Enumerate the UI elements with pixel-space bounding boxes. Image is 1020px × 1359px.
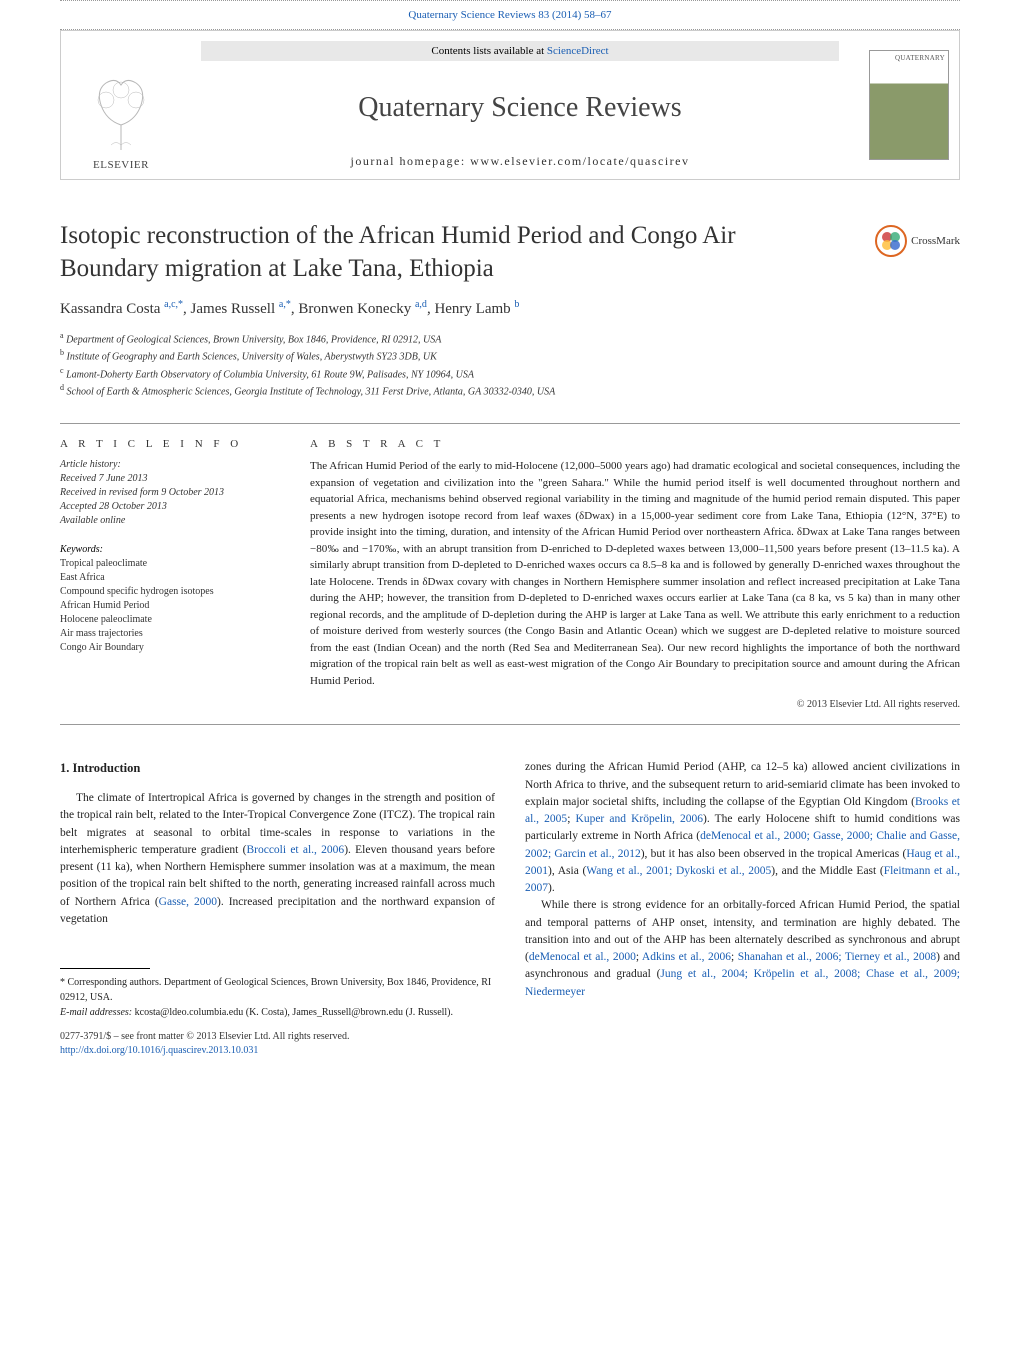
sciencedirect-link[interactable]: ScienceDirect xyxy=(547,45,609,57)
affiliation-line: c Lamont-Doherty Earth Observatory of Co… xyxy=(60,365,960,382)
intro-para-2: zones during the African Humid Period (A… xyxy=(525,759,960,897)
info-abstract-row: A R T I C L E I N F O Article history: R… xyxy=(0,438,1020,710)
authors: Kassandra Costa a,c,*, James Russell a,*… xyxy=(60,299,960,318)
elsevier-tree-icon xyxy=(86,75,156,155)
email-1-name: (K. Costa), xyxy=(243,1007,292,1018)
journal-header-center: Contents lists available at ScienceDirec… xyxy=(181,31,859,179)
article-title: Isotopic reconstruction of the African H… xyxy=(60,220,820,285)
divider-bottom xyxy=(60,724,960,725)
abstract-text: The African Humid Period of the early to… xyxy=(310,458,960,689)
intro-para-3: While there is strong evidence for an or… xyxy=(525,897,960,1001)
keyword: Air mass trajectories xyxy=(60,627,280,641)
citation-link[interactable]: Shanahan et al., 2006; Tierney et al., 2… xyxy=(738,951,936,963)
citation-link[interactable]: Quaternary Science Reviews 83 (2014) 58–… xyxy=(0,1,1020,29)
article-info: A R T I C L E I N F O Article history: R… xyxy=(60,438,280,710)
citation-link[interactable]: Wang et al., 2001; Dykoski et al., 2005 xyxy=(586,865,771,877)
email-1[interactable]: kcosta@ldeo.columbia.edu xyxy=(135,1007,244,1018)
intro-para-1: The climate of Intertropical Africa is g… xyxy=(60,790,495,928)
article-history: Article history: Received 7 June 2013 Re… xyxy=(60,458,280,528)
divider-top xyxy=(60,423,960,424)
left-column: 1. Introduction The climate of Intertrop… xyxy=(60,759,495,1020)
journal-header: ELSEVIER Contents lists available at Sci… xyxy=(60,30,960,180)
keyword: Holocene paleoclimate xyxy=(60,613,280,627)
abstract-copyright: © 2013 Elsevier Ltd. All rights reserved… xyxy=(310,699,960,710)
available-date: Available online xyxy=(60,514,280,528)
citation-link[interactable]: Gasse, 2000 xyxy=(159,896,217,908)
right-column: zones during the African Humid Period (A… xyxy=(525,759,960,1020)
footnotes: * Corresponding authors. Department of G… xyxy=(60,975,495,1020)
homepage-prefix: journal homepage: xyxy=(351,154,471,168)
revised-date: Received in revised form 9 October 2013 xyxy=(60,486,280,500)
abstract-heading: A B S T R A C T xyxy=(310,438,960,450)
email-label: E-mail addresses: xyxy=(60,1007,135,1018)
article-header: CrossMark Isotopic reconstruction of the… xyxy=(0,200,1020,409)
issn-line: 0277-3791/$ – see front matter © 2013 El… xyxy=(60,1030,960,1044)
affiliation-line: b Institute of Geography and Earth Scien… xyxy=(60,347,960,364)
received-date: Received 7 June 2013 xyxy=(60,472,280,486)
keyword: East Africa xyxy=(60,571,280,585)
keyword: Compound specific hydrogen isotopes xyxy=(60,585,280,599)
citation-link[interactable]: deMenocal et al., 2000 xyxy=(529,951,636,963)
keywords-list: Tropical paleoclimateEast AfricaCompound… xyxy=(60,557,280,655)
homepage-url[interactable]: www.elsevier.com/locate/quascirev xyxy=(470,154,689,168)
citation-link[interactable]: Kuper and Kröpelin, 2006 xyxy=(576,813,703,825)
email-2-name: (J. Russell). xyxy=(403,1007,453,1018)
keywords-label: Keywords: xyxy=(60,544,280,555)
introduction-heading: 1. Introduction xyxy=(60,759,495,778)
abstract-column: A B S T R A C T The African Humid Period… xyxy=(310,438,960,710)
copyright-footer: 0277-3791/$ – see front matter © 2013 El… xyxy=(0,1030,1020,1078)
journal-cover-thumb[interactable]: QUATERNARY xyxy=(859,31,959,179)
contents-line: Contents lists available at ScienceDirec… xyxy=(201,41,839,61)
email-2[interactable]: James_Russell@brown.edu xyxy=(292,1007,403,1018)
journal-title: Quaternary Science Reviews xyxy=(181,92,859,124)
citation-link[interactable]: Broccoli et al., 2006 xyxy=(246,844,344,856)
affiliations: a Department of Geological Sciences, Bro… xyxy=(60,330,960,399)
keyword: Tropical paleoclimate xyxy=(60,557,280,571)
affiliation-line: a Department of Geological Sciences, Bro… xyxy=(60,330,960,347)
corresponding-author-note: * Corresponding authors. Department of G… xyxy=(60,975,495,1005)
keyword: Congo Air Boundary xyxy=(60,641,280,655)
citation-link[interactable]: Adkins et al., 2006 xyxy=(642,951,731,963)
elsevier-logo[interactable]: ELSEVIER xyxy=(61,31,181,179)
affiliation-line: d School of Earth & Atmospheric Sciences… xyxy=(60,382,960,399)
footnote-separator xyxy=(60,968,150,969)
history-label: Article history: xyxy=(60,458,280,472)
main-text-columns: 1. Introduction The climate of Intertrop… xyxy=(0,739,1020,1030)
elsevier-text: ELSEVIER xyxy=(93,159,149,171)
article-info-heading: A R T I C L E I N F O xyxy=(60,438,280,450)
doi-link[interactable]: http://dx.doi.org/10.1016/j.quascirev.20… xyxy=(60,1045,258,1056)
crossmark-label: CrossMark xyxy=(911,235,960,247)
crossmark-icon xyxy=(875,225,907,257)
contents-prefix: Contents lists available at xyxy=(431,45,546,57)
crossmark-badge[interactable]: CrossMark xyxy=(875,225,960,257)
cover-box: QUATERNARY xyxy=(869,50,949,160)
cover-title: QUATERNARY xyxy=(870,51,948,65)
accepted-date: Accepted 28 October 2013 xyxy=(60,500,280,514)
journal-homepage: journal homepage: www.elsevier.com/locat… xyxy=(181,154,859,169)
email-line: E-mail addresses: kcosta@ldeo.columbia.e… xyxy=(60,1005,495,1020)
keyword: African Humid Period xyxy=(60,599,280,613)
